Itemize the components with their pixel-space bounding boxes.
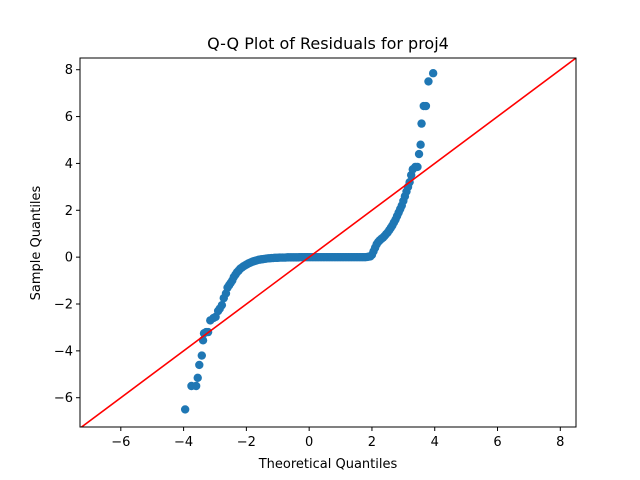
reference-line <box>80 58 576 427</box>
x-tick-label: 8 <box>556 435 564 450</box>
reference-line-layer <box>80 58 576 427</box>
plot-area <box>79 57 577 428</box>
y-tick-label: 0 <box>65 251 73 266</box>
x-tick-label: −6 <box>111 435 130 450</box>
x-axis: −6 −4 −2 0 2 4 6 8 <box>111 427 564 450</box>
data-point <box>424 77 433 86</box>
x-tick-label: 0 <box>305 435 313 450</box>
data-point <box>180 405 190 414</box>
data-point <box>414 149 424 159</box>
y-axis: −6 −4 −2 0 2 4 6 8 <box>54 63 80 406</box>
data-point <box>195 360 204 370</box>
data-point <box>416 140 425 149</box>
x-tick-label: −2 <box>237 435 256 450</box>
data-point <box>217 300 227 310</box>
y-tick-label: 4 <box>65 157 73 172</box>
y-tick-label: 8 <box>65 63 73 78</box>
x-tick-label: 6 <box>493 435 501 450</box>
data-point <box>193 373 202 382</box>
x-tick-label: 4 <box>431 435 439 450</box>
y-tick-label: −2 <box>54 298 73 313</box>
y-tick-label: −4 <box>54 344 73 359</box>
data-point <box>428 69 438 78</box>
chart-title: Q-Q Plot of Residuals for proj4 <box>207 34 449 53</box>
y-tick-label: 2 <box>65 204 73 219</box>
x-tick-label: 2 <box>368 435 376 450</box>
data-point <box>413 162 422 172</box>
data-point <box>417 119 426 128</box>
x-tick-label: −4 <box>174 435 193 450</box>
data-point <box>191 381 201 391</box>
axes-frame <box>79 57 577 428</box>
data-point <box>421 101 431 111</box>
y-tick-label: −6 <box>54 391 73 406</box>
data-point <box>197 351 206 360</box>
y-tick-label: 6 <box>65 110 73 125</box>
x-axis-title: Theoretical Quantiles <box>258 457 398 472</box>
y-axis-title: Sample Quantiles <box>29 185 44 300</box>
